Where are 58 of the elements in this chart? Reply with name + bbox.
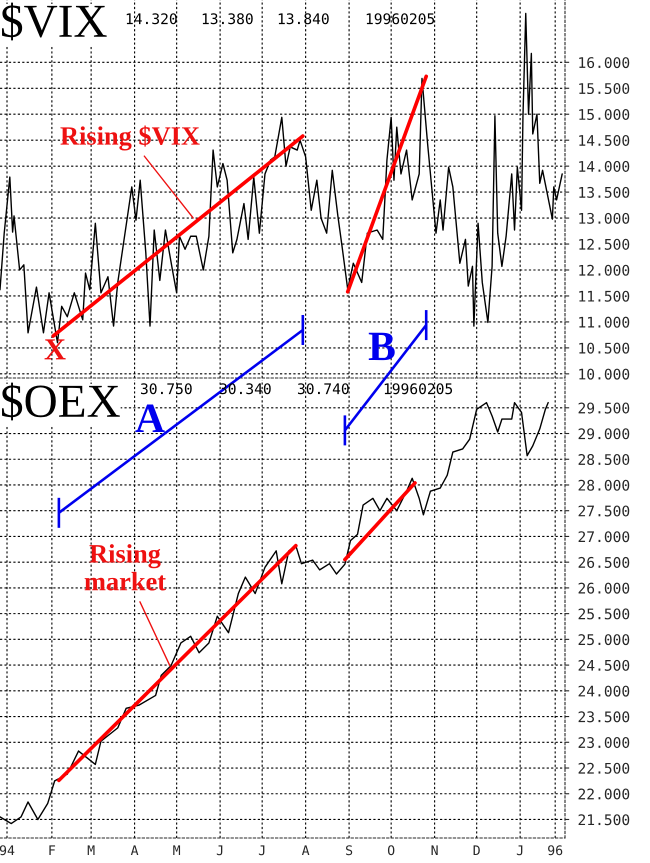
y-tick-label: 22.000 [578, 788, 630, 800]
y-tick-label: 27.000 [578, 531, 630, 542]
x-tick-label: F [49, 845, 56, 856]
y-tick-label: 14.500 [579, 134, 630, 146]
annotation: 14.320 [126, 13, 177, 24]
y-tick-label: 12.000 [579, 264, 630, 276]
y-tick-label: 12.500 [579, 238, 630, 250]
y-tick-label: 28.500 [578, 454, 630, 466]
chart-title: $VIX [2, 2, 107, 40]
annotation: 30.750 [140, 383, 192, 394]
y-tick-label: 10.000 [579, 368, 630, 380]
x-tick-label: D [474, 845, 480, 856]
x-tick-label: J [216, 845, 222, 856]
x-tick-label: 94 [0, 845, 14, 856]
x-tick-label: A [302, 845, 310, 856]
annotation: Rising market [84, 544, 166, 591]
y-tick-label: 25.000 [578, 634, 630, 646]
y-tick-label: 15.000 [579, 108, 630, 120]
annotation: 13.840 [278, 13, 329, 24]
x-tick-label: M [173, 845, 180, 856]
x-tick-label: M [88, 845, 95, 856]
x-tick-label: O [388, 845, 394, 856]
x-tick-label: A [130, 845, 138, 856]
annotation: 19960205 [366, 13, 434, 24]
y-tick-label: 23.000 [578, 737, 630, 748]
y-tick-label: 11.500 [579, 290, 630, 302]
annotation: 30.740 [298, 383, 349, 394]
y-tick-label: 24.500 [578, 660, 630, 671]
x-tick-label: J [516, 845, 522, 856]
y-tick-label: 27.500 [578, 505, 630, 516]
y-tick-label: 15.500 [579, 83, 630, 94]
annotation: 19960205 [384, 383, 452, 394]
y-tick-label: 23.500 [578, 711, 630, 722]
y-tick-label: 25.500 [578, 608, 630, 620]
y-tick-label: 13.000 [579, 212, 630, 224]
y-tick-label: 16.000 [579, 57, 630, 68]
x-tick-label: 96 [548, 845, 562, 856]
y-tick-label: 11.000 [579, 316, 630, 328]
annotation: A [135, 404, 165, 432]
y-tick-label: 22.500 [578, 762, 630, 774]
x-tick-label: S [346, 845, 352, 856]
annotation: 13.380 [202, 13, 253, 24]
y-tick-label: 26.000 [578, 582, 630, 594]
y-tick-label: 21.500 [578, 814, 630, 826]
y-tick-label: 29.000 [578, 428, 630, 440]
y-tick-label: 29.500 [578, 402, 630, 414]
x-tick-label: J [258, 845, 264, 856]
y-tick-label: 28.000 [578, 480, 630, 491]
annotation: X [44, 339, 66, 360]
y-tick-label: 26.500 [578, 556, 630, 568]
annotation: B [368, 332, 395, 360]
y-tick-label: 24.000 [578, 686, 630, 697]
y-tick-label: 10.500 [579, 342, 630, 354]
y-tick-label: 14.000 [579, 160, 630, 172]
x-tick-label: N [432, 845, 438, 856]
chart-title: $OEX [2, 382, 120, 420]
y-tick-label: 13.500 [579, 186, 630, 198]
annotation: Rising $VIX [60, 126, 200, 150]
